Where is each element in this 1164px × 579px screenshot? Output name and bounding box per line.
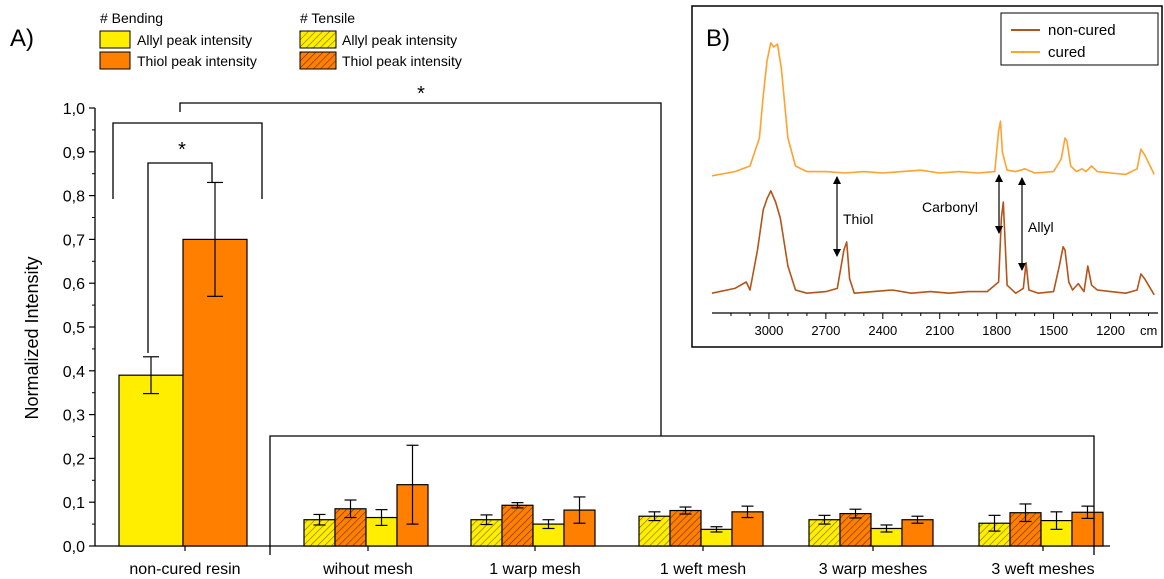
inset-x-tick-label: 2700	[811, 323, 840, 338]
significance-star-outer: *	[417, 83, 425, 105]
inset-x-tick-label: 1800	[982, 323, 1011, 338]
spectrum-line-non-cured	[711, 190, 1155, 296]
inset-annotations: Thiol Carbonyl Allyl	[833, 174, 1054, 271]
y-tick-label: 0,5	[63, 320, 85, 337]
legend-group-title-tensile: # Tensile	[300, 10, 355, 26]
y-tick-label: 0,7	[63, 232, 85, 249]
bracket-outer	[179, 102, 662, 436]
y-tick-label: 0,6	[63, 276, 85, 293]
legend-swatch-bending-thiol	[99, 51, 131, 70]
bracket-inner	[147, 162, 213, 353]
x-tick-label: wihout mesh	[322, 561, 413, 578]
spectrum-line-cured	[711, 42, 1155, 177]
y-tick-label: 0,8	[63, 189, 85, 206]
inset-legend-box	[1000, 12, 1159, 66]
legend-label-tensile-allyl: Allyl peak intensity	[342, 32, 457, 48]
bar-tensile-thiol	[501, 504, 534, 547]
y-tick-label: 0,9	[63, 145, 85, 162]
y-tick-label: 0,0	[63, 539, 85, 556]
bracket-left	[112, 122, 263, 199]
significance-star-inner: *	[178, 139, 186, 161]
legend-label-tensile-thiol: Thiol peak intensity	[342, 53, 462, 69]
significance-brackets: * *	[112, 83, 1095, 555]
y-tick-label: 0,4	[63, 364, 85, 381]
inset-spectra	[711, 42, 1155, 296]
legend-label-bending-allyl: Allyl peak intensity	[137, 32, 252, 48]
bracket-lower	[269, 435, 1095, 555]
arrowhead-carbonyl-top	[995, 174, 1003, 182]
legend-swatch-tensile-thiol	[299, 51, 337, 70]
inset-panel-b: B) non-cured cured 3000 2700 2400 2100 1800 1…	[691, 5, 1163, 348]
inset-legend-label-cured: cured	[1048, 44, 1086, 61]
bar-chart-axes: 0,0 0,1 0,2 0,3 0,4 0,5 0,6 0,7 0,8 0,9 1,0 non-cur…	[63, 101, 1110, 578]
y-tick-label: 0,1	[63, 495, 85, 512]
annotation-allyl: Allyl	[1028, 219, 1054, 235]
arrowhead-allyl-bottom	[1018, 263, 1026, 271]
y-tick-label: 0,2	[63, 451, 85, 468]
panel-a-label: A)	[10, 25, 34, 52]
inset-x-tick-label: 2100	[925, 323, 954, 338]
legend-swatch-bending-allyl	[99, 30, 131, 49]
inset-x-tick-label: 2400	[868, 323, 897, 338]
bar-chart-bars	[118, 181, 1104, 547]
x-tick-label: 3 warp meshes	[819, 561, 928, 578]
inset-x-axis: 3000 2700 2400 2100 1800 1500 1200 cm	[712, 312, 1158, 338]
arrowhead-allyl-top	[1018, 177, 1026, 185]
y-tick-label: 1,0	[63, 101, 85, 118]
y-axis-title: Normalized Intensity	[22, 256, 42, 419]
x-tick-label: 1 weft mesh	[660, 561, 746, 578]
legend-group-title-bending: # Bending	[100, 10, 163, 26]
bar-bending-allyl	[118, 374, 184, 547]
bar-tensile-thiol	[669, 509, 702, 547]
legend-label-bending-thiol: Thiol peak intensity	[137, 53, 257, 69]
legend-swatch-tensile-allyl	[299, 30, 337, 49]
inset-x-unit: cm	[1140, 323, 1157, 338]
arrowhead-thiol-bottom	[833, 249, 841, 257]
inset-x-tick-label: 1200	[1096, 323, 1125, 338]
annotation-thiol: Thiol	[843, 211, 873, 227]
inset-x-tick-label: 3000	[754, 323, 783, 338]
legend: # Bending Allyl peak intensity Thiol pea…	[99, 10, 462, 70]
y-tick-label: 0,3	[63, 408, 85, 425]
annotation-carbonyl: Carbonyl	[922, 199, 978, 215]
x-tick-label: non-cured resin	[129, 561, 240, 578]
arrowhead-thiol-top	[833, 176, 841, 184]
x-tick-label: 3 weft meshes	[991, 561, 1094, 578]
inset-x-tick-label: 1500	[1039, 323, 1068, 338]
arrowhead-carbonyl-bottom	[995, 226, 1003, 234]
x-tick-label: 1 warp mesh	[489, 561, 581, 578]
panel-b-label: B)	[706, 25, 730, 52]
inset-legend-label-noncured: non-cured	[1048, 22, 1116, 39]
